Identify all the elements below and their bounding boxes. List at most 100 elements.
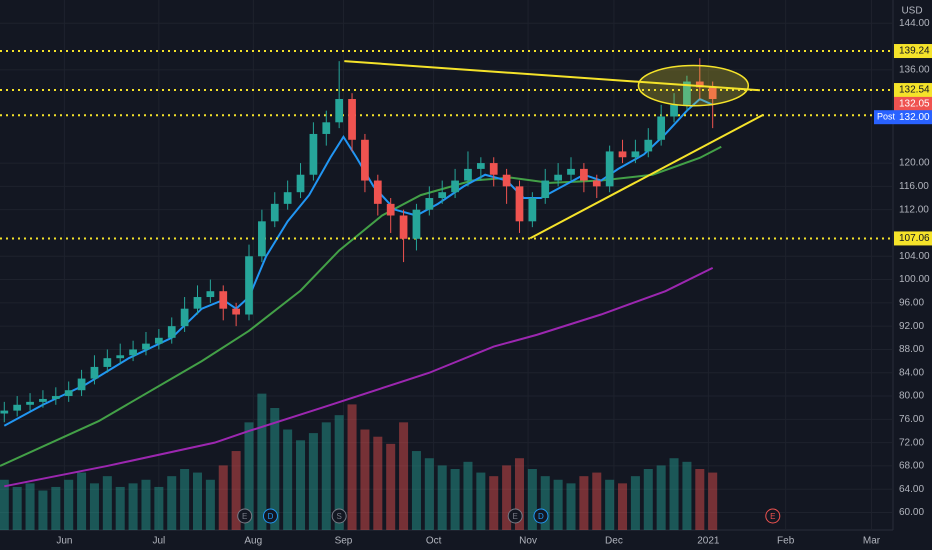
event-marker <box>507 508 523 524</box>
event-marker <box>331 508 347 524</box>
level-tag <box>894 83 932 98</box>
volume-bar <box>579 476 589 530</box>
volume-bar <box>618 483 628 530</box>
candle-body <box>245 256 253 315</box>
event-label: E <box>513 512 518 521</box>
candle-body <box>580 168 588 181</box>
volume-bar <box>566 483 576 530</box>
volume-bar <box>308 433 318 530</box>
volume-bar <box>270 407 280 530</box>
x-tick-label: Jul <box>152 536 165 547</box>
candle-body <box>425 198 434 210</box>
candle-body <box>116 355 125 359</box>
candle-body <box>206 291 215 298</box>
candle-body <box>219 291 228 309</box>
candle-body <box>631 151 640 158</box>
y-tick-label: 60.00 <box>899 507 924 518</box>
y-tick-label: 112.00 <box>899 204 929 215</box>
volume-bar <box>115 486 125 530</box>
volume-bar <box>296 440 306 530</box>
volume-bar <box>502 465 512 530</box>
volume-bar <box>527 468 537 530</box>
candle-body <box>283 192 292 204</box>
volume-bar <box>643 468 653 530</box>
candle-body <box>554 174 562 181</box>
volume-bar <box>463 461 473 530</box>
volume-bar <box>38 490 48 530</box>
candle-body <box>438 192 447 199</box>
candle-body <box>13 404 22 411</box>
event-marker <box>533 508 549 524</box>
volume-bar <box>154 486 164 530</box>
candle-body <box>64 390 73 397</box>
y-tick-label: 88.00 <box>899 344 924 355</box>
last-price-label: 132.05 <box>899 99 930 110</box>
x-tick-label: Nov <box>519 536 537 547</box>
volume-bar <box>605 479 615 530</box>
volume-bar <box>51 486 61 530</box>
candle-body <box>39 398 47 402</box>
x-tick-label: Jun <box>56 536 72 547</box>
volume-bar <box>128 483 138 530</box>
candle-body <box>541 180 550 199</box>
candle-body <box>502 174 511 187</box>
volume-bar <box>708 472 718 530</box>
volume-bar <box>244 422 254 530</box>
candle-body <box>670 104 678 117</box>
volume-bar <box>89 483 99 530</box>
candle-body <box>592 180 601 187</box>
event-label: S <box>336 512 341 521</box>
x-tick-label: Oct <box>426 536 442 547</box>
candle-body <box>0 410 9 414</box>
candle-body <box>373 180 382 204</box>
volume-bar <box>373 436 383 530</box>
candle-body <box>90 366 99 379</box>
y-tick-label: 100.00 <box>899 274 930 285</box>
volume-bar <box>360 429 370 530</box>
last-price-tag <box>894 96 932 111</box>
volume-bar <box>180 468 190 530</box>
trendline <box>344 60 760 92</box>
volume-bar <box>321 422 331 530</box>
volume-bar <box>218 465 228 530</box>
highlight-ellipse <box>637 64 750 107</box>
candle-body <box>180 308 189 327</box>
candle-body <box>154 337 163 344</box>
y-tick-label: 116.00 <box>899 181 929 192</box>
volume-bar <box>540 476 550 530</box>
post-price-tag <box>874 110 932 125</box>
candle-body <box>399 215 408 239</box>
candle-body <box>322 122 331 134</box>
candle-body <box>129 349 137 356</box>
candle-body <box>515 186 524 222</box>
candle-body <box>386 203 395 216</box>
volume-bar <box>231 451 241 530</box>
volume-bar <box>77 472 87 530</box>
y-tick-label: 144.00 <box>899 18 930 29</box>
volume-bar <box>411 451 421 530</box>
volume-bar <box>399 422 409 530</box>
x-tick-label: Aug <box>244 536 262 547</box>
volume-bar <box>64 479 74 530</box>
volume-bar <box>630 476 640 530</box>
level-label: 107.06 <box>899 233 930 244</box>
volume-bar <box>283 429 293 530</box>
candle-body <box>476 163 485 169</box>
event-marker <box>237 508 253 524</box>
candle-body <box>335 99 344 123</box>
event-marker <box>765 508 781 524</box>
volume-bar <box>192 472 202 530</box>
y-tick-label: 136.00 <box>899 65 930 76</box>
event-label: E <box>770 512 775 521</box>
volume-bar <box>205 479 215 530</box>
candle-body <box>695 81 704 88</box>
volume-bar <box>25 483 35 530</box>
level-tag <box>894 231 932 246</box>
candle-body <box>296 174 305 193</box>
volume-bar <box>592 472 602 530</box>
level-label: 132.54 <box>899 85 930 96</box>
candle-body <box>657 116 666 140</box>
volume-bar <box>656 465 666 530</box>
